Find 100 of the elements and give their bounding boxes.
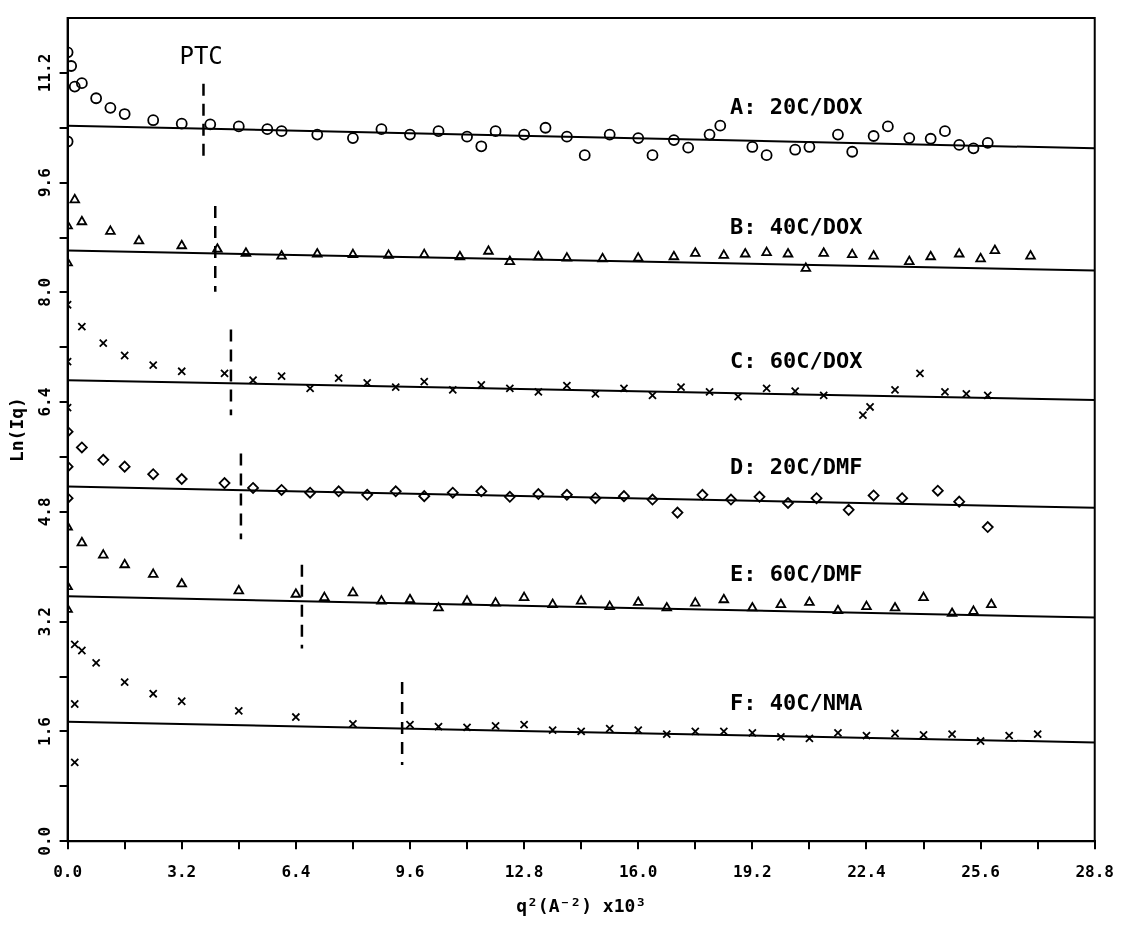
point <box>505 384 515 393</box>
point <box>175 473 188 485</box>
point <box>404 128 416 141</box>
point <box>1033 729 1043 739</box>
point <box>489 125 502 138</box>
y-tick-label: 3.2 <box>34 607 54 637</box>
point <box>604 600 615 610</box>
point <box>668 134 680 147</box>
point <box>865 402 875 412</box>
point <box>747 728 757 738</box>
point <box>147 568 159 578</box>
series-label: B: 40C/DOX <box>730 214 863 240</box>
point <box>696 488 709 501</box>
point <box>561 488 573 501</box>
point <box>867 489 880 502</box>
point <box>432 125 445 138</box>
point <box>175 117 188 130</box>
point <box>632 132 645 144</box>
point <box>862 731 871 740</box>
point <box>931 484 944 497</box>
x-axis-title: q²(A⁻²) x10³ <box>516 894 647 916</box>
x-tick-label: 19.2 <box>733 861 772 881</box>
point <box>319 591 330 602</box>
point <box>347 248 359 259</box>
point <box>947 729 957 739</box>
y-tick-label: 8.0 <box>34 277 54 307</box>
point <box>561 252 573 262</box>
point <box>946 607 958 617</box>
point <box>77 322 87 332</box>
point <box>890 385 900 395</box>
point <box>446 486 459 499</box>
point <box>782 497 794 509</box>
point <box>575 595 587 605</box>
point <box>589 492 602 505</box>
point <box>981 521 994 533</box>
point <box>533 250 544 261</box>
point <box>332 485 345 498</box>
x-tick-label: 16.0 <box>618 861 658 881</box>
point <box>532 488 545 500</box>
point <box>1004 731 1014 740</box>
point <box>633 252 644 262</box>
point <box>818 247 829 257</box>
point <box>68 80 81 93</box>
point <box>760 149 773 162</box>
point <box>98 549 109 559</box>
point <box>240 247 252 257</box>
series-label: F: 40C/NMA <box>730 689 863 715</box>
point <box>404 593 416 604</box>
y-tick-label: 9.6 <box>34 168 54 198</box>
point <box>232 120 245 133</box>
point <box>75 441 88 454</box>
point <box>733 392 743 402</box>
point <box>311 128 324 141</box>
point <box>953 495 966 508</box>
point <box>177 366 187 376</box>
point <box>953 248 965 258</box>
point <box>490 597 501 607</box>
point <box>776 732 786 742</box>
point <box>718 593 730 604</box>
point <box>705 387 714 397</box>
x-tick-label: 28.8 <box>1075 861 1114 881</box>
point <box>925 250 936 261</box>
point <box>832 604 844 615</box>
point <box>418 490 431 503</box>
point <box>261 123 274 136</box>
point <box>461 130 473 143</box>
y-tick-label: 1.6 <box>34 716 54 746</box>
point <box>782 248 794 258</box>
point <box>77 646 87 655</box>
x-tick-label: 12.8 <box>504 861 544 881</box>
x-tick-label: 3.2 <box>167 861 197 881</box>
point <box>218 477 231 490</box>
point <box>633 596 644 606</box>
point <box>419 377 429 387</box>
y-axis-title: Ln(Iq) <box>6 397 28 463</box>
y-tick-label: 11.2 <box>34 53 54 93</box>
point <box>148 360 158 370</box>
point <box>491 721 501 731</box>
point <box>918 591 929 602</box>
point <box>953 139 966 151</box>
point <box>105 225 116 235</box>
point <box>986 598 997 608</box>
point <box>576 727 586 736</box>
point <box>719 727 729 736</box>
point <box>118 108 131 120</box>
point <box>375 123 388 136</box>
point <box>362 378 372 388</box>
point <box>603 128 616 141</box>
point <box>475 485 488 498</box>
point <box>177 696 187 706</box>
point <box>940 387 950 397</box>
point <box>833 728 843 738</box>
point <box>633 725 643 735</box>
point <box>858 410 868 420</box>
point <box>539 121 552 134</box>
point <box>718 249 730 259</box>
point <box>391 382 401 392</box>
point <box>518 128 530 141</box>
y-tick-label: 6.4 <box>34 387 54 417</box>
point <box>762 384 772 393</box>
